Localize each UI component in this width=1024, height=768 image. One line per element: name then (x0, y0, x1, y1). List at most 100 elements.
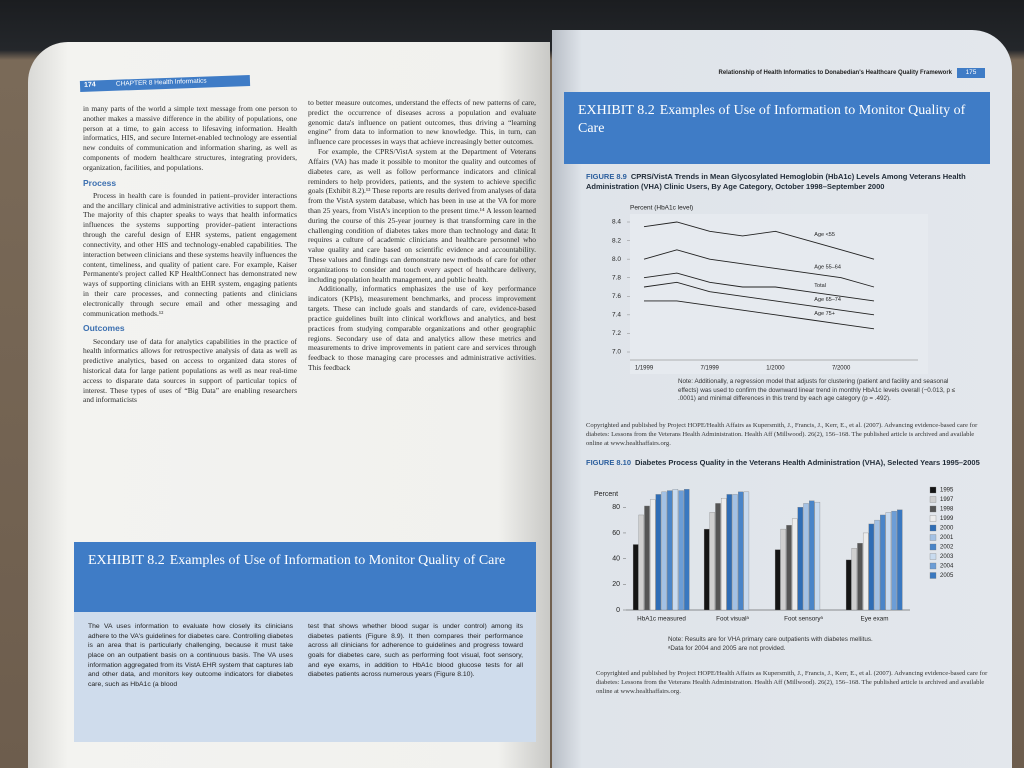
page-number: 175 (957, 68, 985, 78)
series-label: Age 65–74 (814, 297, 841, 303)
bar (678, 490, 684, 611)
bar (885, 512, 892, 611)
bar (803, 503, 809, 611)
bar (649, 499, 656, 611)
x-tick-label: 7/1999 (701, 366, 720, 372)
x-tick-label: Foot visualᵃ (716, 616, 749, 623)
y-axis-label: Percent (HbA1c level) (630, 205, 693, 212)
figure-caption: FIGURE 8.9 CPRS/VistA Trends in Mean Glyc… (586, 172, 966, 192)
figure-label: FIGURE 8.9 (586, 172, 627, 181)
legend-swatch (929, 505, 937, 513)
figure-source: Copyrighted and published by Project HOP… (586, 422, 978, 447)
data-line (643, 221, 875, 260)
y-tick-label: 0 (616, 607, 620, 614)
bar (880, 514, 886, 611)
bar (891, 510, 897, 611)
bar (868, 523, 875, 611)
bar (743, 491, 750, 611)
figure-note: Note: Additionally, a regression model t… (678, 378, 956, 402)
figure-title: Diabetes Process Quality in the Veterans… (635, 458, 980, 467)
running-head: Relationship of Health Informatics to Do… (718, 70, 952, 76)
x-tick-label: Eye exam (861, 616, 889, 623)
bar (814, 501, 821, 611)
legend-swatch (929, 515, 937, 522)
bar (774, 549, 781, 611)
legend-label: 2004 (940, 564, 954, 570)
bar (638, 514, 645, 611)
exhibit-header: EXHIBIT 8.2 Examples of Use of Informatio… (74, 542, 536, 612)
bar (661, 491, 667, 611)
bar (874, 519, 880, 611)
legend-label: 2002 (940, 545, 954, 551)
legend-label: 1998 (940, 507, 954, 513)
paragraph: For example, the CPRS/VistA system at th… (308, 147, 536, 284)
data-line (644, 300, 875, 330)
left-page: 174 CHAPTER 8 Health Informatics in many… (28, 42, 550, 768)
legend-swatch (929, 534, 937, 541)
legend-swatch (929, 524, 937, 532)
legend-label: 2003 (940, 554, 954, 560)
figure-note: Note: Results are for VHA primary care o… (668, 636, 873, 643)
legend-swatch (929, 553, 937, 560)
bar (786, 525, 792, 611)
running-head-bar: 174 CHAPTER 8 Health Informatics (79, 75, 251, 92)
y-tick-label: 8.0 (612, 256, 621, 263)
y-tick-label: 80 (612, 504, 620, 511)
bar (897, 509, 903, 611)
bar (797, 507, 804, 611)
bar (862, 532, 869, 611)
running-head: CHAPTER 8 Health Informatics (115, 77, 207, 88)
legend-label: 1997 (940, 497, 954, 503)
bar (644, 505, 650, 611)
legend-label: 2005 (940, 573, 954, 579)
y-tick-label: 20 (612, 581, 620, 588)
bar (672, 489, 679, 611)
figure-label: FIGURE 8.10 (586, 458, 632, 467)
x-tick-label: 7/2000 (832, 366, 851, 372)
figure-note: ᵃData for 2004 and 2005 are not provided… (668, 644, 786, 652)
figure-title: CPRS/VistA Trends in Mean Glycosylated H… (586, 172, 966, 191)
figure-caption: FIGURE 8.10 Diabetes Process Quality in t… (586, 458, 996, 468)
x-tick-label: HbA1c measured (637, 616, 686, 623)
line-chart: Percent (HbA1c level) 8.4 8.2 8.0 7.8 7.6 7.4 7… (612, 205, 928, 374)
y-tick-label: 7.2 (612, 330, 621, 337)
y-tick-label: 7.0 (612, 349, 621, 356)
data-line (643, 249, 875, 288)
x-tick-label: 1/1999 (635, 366, 654, 372)
legend-label: 2001 (940, 535, 954, 541)
legend-swatch (929, 496, 937, 503)
paragraph: Additionally, informatics emphasizes the… (308, 284, 536, 372)
section-heading: Process (83, 177, 117, 188)
series-label: Total (814, 283, 826, 289)
bar-chart: Percent 0 20 40 60 80 HbA1c measured Foot visua… (594, 486, 954, 623)
figure-notes: Note: Results are for VHA primary care o… (668, 636, 968, 653)
legend-swatch (929, 543, 937, 551)
y-tick-label: 60 (612, 530, 620, 537)
bar (715, 503, 721, 611)
exhibit-text: The VA uses information to evaluate how … (88, 623, 293, 688)
bar (655, 494, 662, 611)
bar (791, 518, 798, 611)
section-heading: Outcomes (83, 323, 125, 334)
legend-swatch (929, 486, 937, 494)
y-tick-label: 7.6 (612, 293, 621, 300)
legend-label: 1999 (940, 516, 954, 522)
data-line (643, 272, 875, 302)
bar (720, 498, 727, 611)
exhibit-title: Examples of Use of Information to Monito… (169, 553, 506, 568)
bar (738, 491, 744, 611)
bar (709, 512, 716, 611)
y-axis-label: Percent (594, 491, 618, 498)
legend-label: 2000 (940, 526, 954, 532)
bar (684, 489, 690, 611)
series-label: Age 55–64 (814, 265, 841, 271)
y-tick-label: 7.4 (612, 312, 621, 319)
series-label: Age <55 (814, 232, 835, 238)
bar (851, 548, 858, 611)
y-tick-label: 7.8 (612, 274, 621, 281)
right-page: Relationship of Health Informatics to Do… (552, 30, 1012, 768)
legend-label: 1995 (940, 488, 954, 494)
bar (857, 543, 863, 611)
